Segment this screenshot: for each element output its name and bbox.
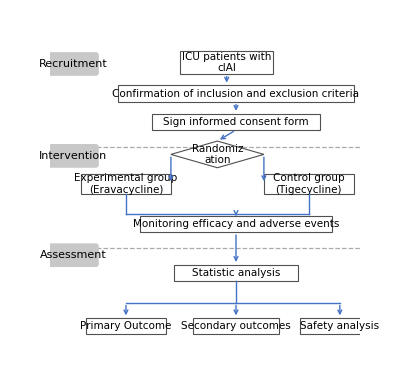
Text: Experimental group
(Eravacycline): Experimental group (Eravacycline) <box>74 173 178 195</box>
Text: Primary Outcome: Primary Outcome <box>80 321 172 331</box>
FancyBboxPatch shape <box>174 265 298 281</box>
Text: Recruitment: Recruitment <box>39 59 108 69</box>
FancyBboxPatch shape <box>300 318 380 335</box>
Text: Randomiz
ation: Randomiz ation <box>192 144 243 165</box>
Text: ICU patients with
cIAI: ICU patients with cIAI <box>182 52 271 73</box>
Text: Monitoring efficacy and adverse events: Monitoring efficacy and adverse events <box>133 219 339 229</box>
Text: Assessment: Assessment <box>40 250 107 260</box>
Text: Confirmation of inclusion and exclusion criteria: Confirmation of inclusion and exclusion … <box>112 89 360 99</box>
Text: Safety analysis: Safety analysis <box>300 321 380 331</box>
Text: Sign informed consent form: Sign informed consent form <box>163 117 309 127</box>
Polygon shape <box>171 141 264 168</box>
Text: Secondary outcomes: Secondary outcomes <box>181 321 291 331</box>
FancyBboxPatch shape <box>48 144 99 168</box>
FancyBboxPatch shape <box>140 216 332 232</box>
FancyBboxPatch shape <box>81 174 171 194</box>
Text: Intervention: Intervention <box>39 151 107 161</box>
Text: Statistic analysis: Statistic analysis <box>192 268 280 278</box>
FancyBboxPatch shape <box>264 174 354 194</box>
Text: Control group
(Tigecycline): Control group (Tigecycline) <box>273 173 345 195</box>
FancyBboxPatch shape <box>48 243 99 267</box>
FancyBboxPatch shape <box>152 114 320 130</box>
FancyBboxPatch shape <box>48 52 99 76</box>
FancyBboxPatch shape <box>86 318 166 335</box>
FancyBboxPatch shape <box>118 85 354 102</box>
FancyBboxPatch shape <box>180 51 273 74</box>
FancyBboxPatch shape <box>193 318 279 335</box>
